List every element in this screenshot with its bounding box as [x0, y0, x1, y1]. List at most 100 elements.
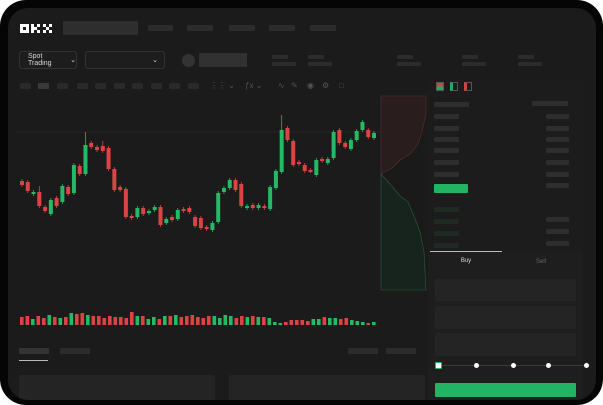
- candle-body: [89, 143, 94, 147]
- draw-icon[interactable]: ✎: [291, 81, 298, 90]
- search-bar[interactable]: [63, 21, 138, 35]
- volume-bar: [53, 317, 57, 325]
- timeframe-button[interactable]: [188, 83, 199, 89]
- slider-stop-100[interactable]: [584, 363, 589, 368]
- timeframe-button[interactable]: [77, 83, 88, 89]
- volume-bar: [113, 317, 118, 325]
- candle-body: [141, 208, 146, 214]
- candle-body: [170, 217, 175, 220]
- indicator-icon[interactable]: ƒx ⌄: [245, 81, 263, 90]
- candle-body: [204, 227, 209, 229]
- tab-buy[interactable]: Buy: [460, 258, 472, 264]
- tab-order-history[interactable]: [60, 348, 90, 354]
- stat-value: [518, 62, 542, 66]
- price-input[interactable]: [435, 279, 576, 301]
- volume-bar: [284, 322, 288, 325]
- buy-submit-button[interactable]: [435, 383, 576, 397]
- volume-bar: [42, 318, 46, 325]
- candle-body: [268, 187, 273, 209]
- slider-thumb[interactable]: [435, 362, 442, 369]
- slider-stop-75[interactable]: [546, 363, 551, 368]
- candle-body: [54, 198, 59, 206]
- candle-type-icon[interactable]: ⋮⋮ ⌄: [210, 81, 235, 90]
- price-ticker: [199, 53, 247, 67]
- volume-bar: [251, 316, 255, 325]
- volume-bar: [256, 317, 261, 325]
- bid-price: [434, 207, 459, 212]
- nav-item[interactable]: [229, 25, 255, 31]
- okx-logo[interactable]: [20, 23, 58, 34]
- candle-body: [256, 205, 261, 208]
- volume-bar: [185, 316, 189, 325]
- volume-bar: [267, 318, 272, 325]
- orderbook-view-asks-icon[interactable]: [464, 82, 472, 91]
- total-input[interactable]: [435, 333, 576, 356]
- ask-amount: [546, 126, 569, 131]
- nav-item[interactable]: [148, 25, 173, 31]
- candle-body: [158, 207, 163, 225]
- filter-button[interactable]: [348, 348, 378, 354]
- candle-body: [227, 180, 232, 188]
- candle-body: [291, 141, 296, 165]
- timeframe-button[interactable]: [114, 83, 125, 89]
- settings-icon[interactable]: ⚙: [322, 81, 330, 90]
- candle-body: [43, 207, 48, 211]
- volume-bar: [135, 316, 140, 325]
- timeframe-button[interactable]: [20, 83, 31, 89]
- nav-item[interactable]: [310, 25, 336, 31]
- candle-body: [325, 159, 330, 163]
- tab-open-orders[interactable]: [19, 348, 49, 354]
- orderbook-view-bids-icon[interactable]: [450, 82, 458, 91]
- candle-body: [152, 207, 157, 210]
- volume-bar: [163, 316, 167, 325]
- volume-bar: [146, 319, 151, 325]
- ask-amount: [546, 172, 569, 177]
- timeframe-button[interactable]: [151, 83, 162, 89]
- candle-body: [372, 133, 376, 138]
- pair-dropdown[interactable]: ⌄: [85, 51, 165, 69]
- volume-bar: [333, 318, 338, 325]
- timeframe-button[interactable]: [38, 83, 49, 89]
- depth-asks-area: [380, 95, 427, 175]
- filter-button[interactable]: [386, 348, 416, 354]
- slider-stop-50[interactable]: [511, 363, 516, 368]
- volume-bar: [190, 315, 195, 325]
- ask-amount: [546, 148, 569, 153]
- volume-bar: [355, 321, 360, 325]
- stat-label: [272, 55, 288, 59]
- candle-body: [83, 145, 88, 174]
- candlestick-chart[interactable]: [8, 92, 428, 332]
- candle-body: [331, 132, 336, 158]
- volume-bar: [108, 316, 112, 325]
- volume-bar: [328, 318, 332, 325]
- timeframe-button[interactable]: [95, 83, 106, 89]
- stat-label: [518, 55, 534, 59]
- candle-body: [175, 210, 180, 219]
- nav-item[interactable]: [187, 25, 213, 31]
- tab-sell[interactable]: Sell: [535, 259, 546, 265]
- ask-price: [434, 126, 459, 131]
- timeframe-button[interactable]: [169, 83, 180, 89]
- volume-bar: [69, 313, 74, 325]
- candle-body: [279, 130, 284, 172]
- volume-bar: [97, 316, 101, 325]
- bottom-card: [19, 375, 215, 400]
- stat-value: [397, 62, 421, 66]
- volume-bar: [223, 315, 228, 325]
- camera-icon[interactable]: ◉: [307, 81, 314, 90]
- app-screen: Spot Trading ⌄ ⌄ ⋮⋮ ⌄ ƒx ⌄ ∿ ✎ ◉ ⚙ □ Buy…: [8, 8, 596, 400]
- timeframe-button[interactable]: [132, 83, 143, 89]
- spot-trading-dropdown[interactable]: Spot Trading ⌄: [19, 51, 77, 69]
- fullscreen-icon[interactable]: □: [339, 81, 344, 90]
- amount-input[interactable]: [435, 306, 576, 329]
- orderbook-view-both-icon[interactable]: [436, 82, 444, 91]
- candle-body: [37, 192, 42, 206]
- candle-body: [337, 130, 342, 143]
- nav-item[interactable]: [269, 25, 295, 31]
- wave-icon[interactable]: ∿: [278, 81, 285, 90]
- slider-stop-25[interactable]: [474, 363, 479, 368]
- timeframe-button[interactable]: [57, 83, 68, 89]
- volume-bar: [80, 313, 85, 325]
- volume-bar: [212, 316, 217, 325]
